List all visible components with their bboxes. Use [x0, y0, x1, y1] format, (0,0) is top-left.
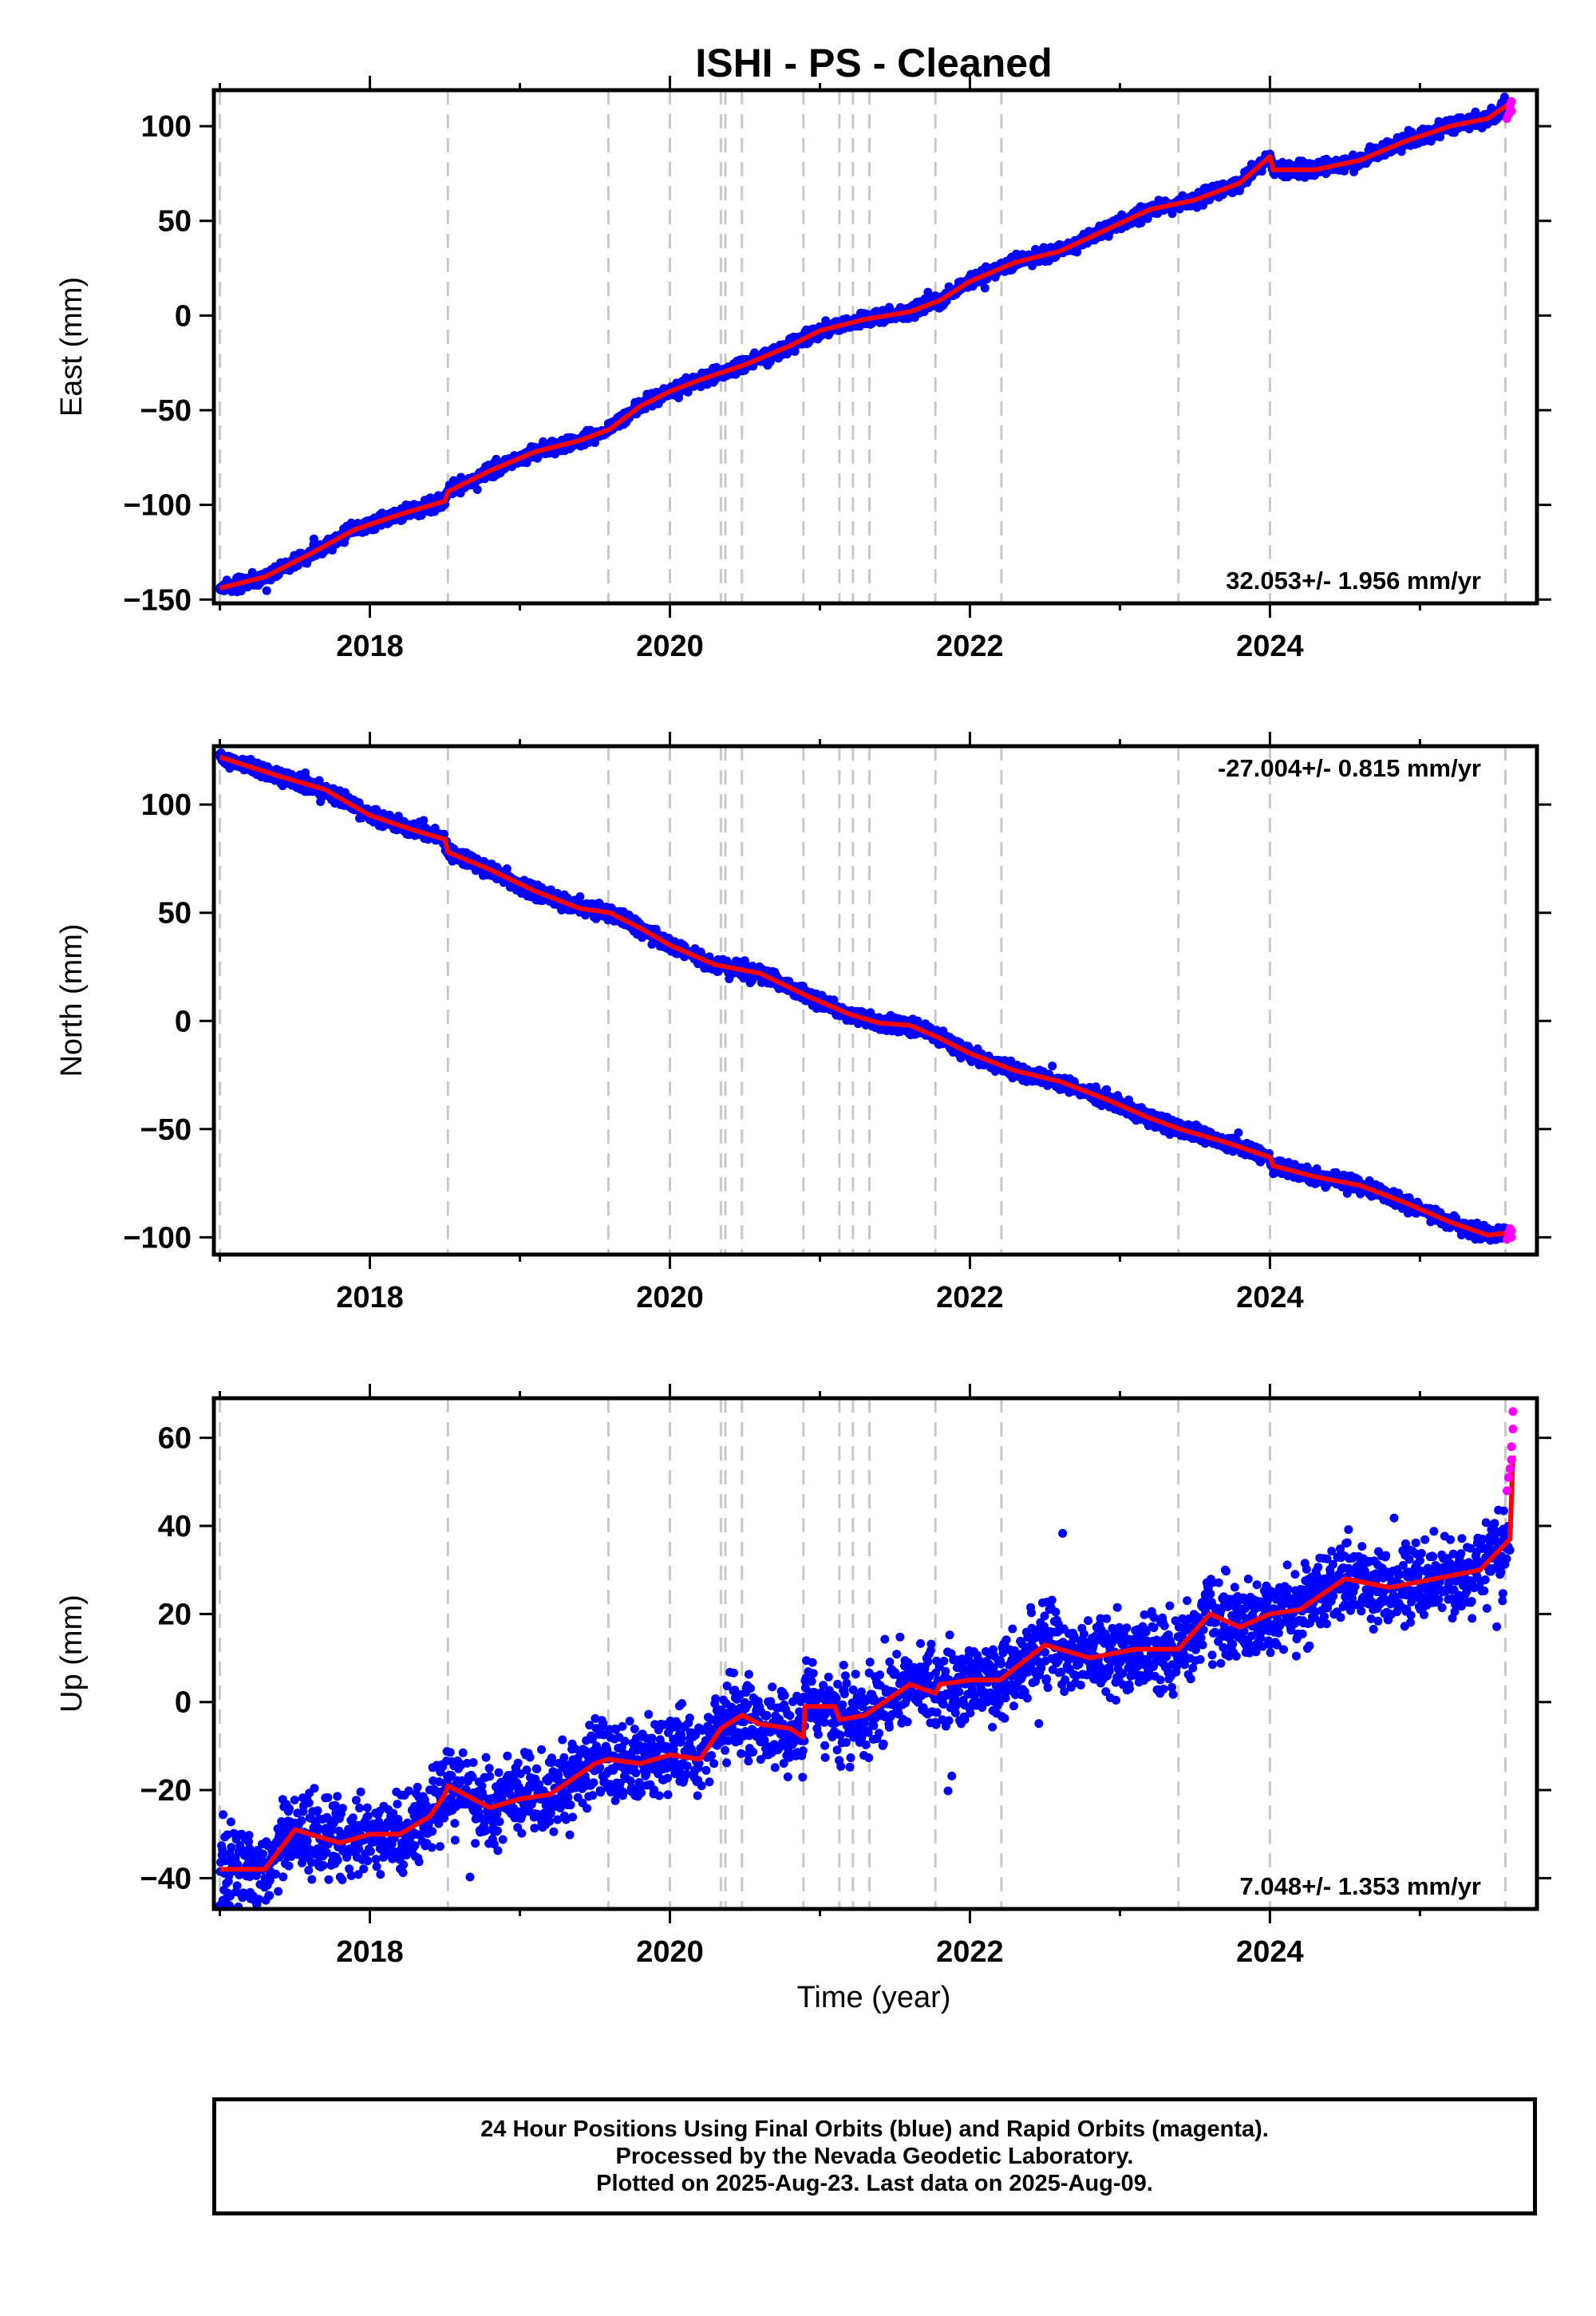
- data-point: [262, 586, 271, 595]
- y-tick-label: −150: [123, 583, 192, 617]
- data-point: [328, 545, 337, 555]
- y-axis-label: East (mm): [55, 277, 89, 417]
- plot-frame: [211, 88, 1539, 606]
- east-panel: 2018 2020 2022 2024 −150 −100 −50 0 50 100 East (m…: [55, 76, 1551, 663]
- rapid-data-point: [1507, 97, 1516, 106]
- data-point: [502, 864, 512, 873]
- x-tick-label: 2024: [1236, 630, 1304, 663]
- data-point: [980, 283, 990, 293]
- y-tick-label: 100: [141, 110, 192, 144]
- velocity-label: 32.053+/- 1.956 mm/yr: [1226, 567, 1481, 595]
- data-point: [932, 1026, 942, 1035]
- y-tick-label: 50: [158, 205, 192, 239]
- x-tick-label: 2018: [336, 630, 404, 663]
- x-tick-label: 2020: [636, 630, 704, 663]
- y-tick-label: −50: [140, 394, 192, 428]
- data-point: [590, 438, 599, 448]
- data-point: [309, 534, 318, 543]
- rapid-data-point: [1507, 106, 1516, 116]
- x-tick-label: 2022: [936, 630, 1004, 663]
- model-fit-line: [219, 101, 1511, 591]
- data-point: [1048, 1061, 1057, 1071]
- event-lines: [219, 90, 1507, 603]
- data-point: [1499, 93, 1509, 101]
- event-lines: [219, 746, 1507, 1255]
- rapid-orbit-points: [1502, 97, 1516, 124]
- data-point: [472, 485, 482, 494]
- final-orbit-points: [215, 748, 1511, 1245]
- data-point: [419, 816, 429, 825]
- data-point: [575, 892, 585, 901]
- chart-title: ISHI - PS - Cleaned: [695, 41, 1052, 85]
- y-tick-label: 0: [175, 299, 192, 333]
- y-tick-label: −100: [123, 489, 192, 523]
